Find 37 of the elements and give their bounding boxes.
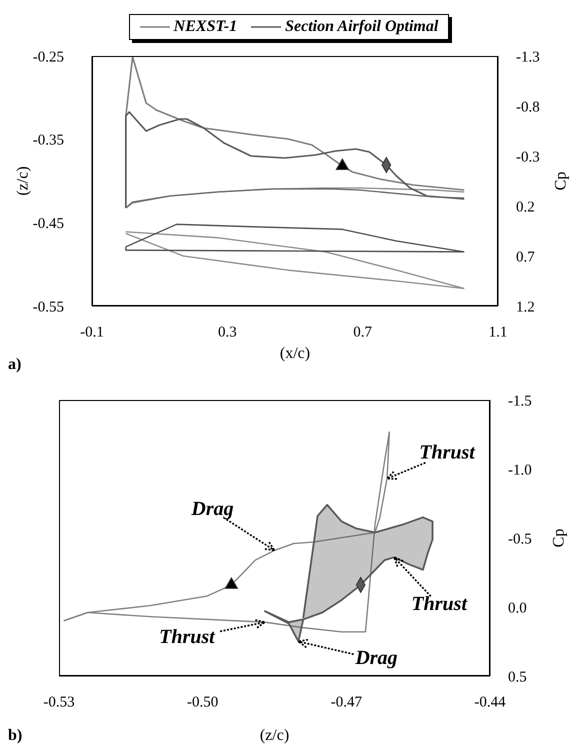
annotation: Drag [354,647,398,670]
y2-tick-label: 0.7 [516,249,536,266]
y-axis-title: Cp [550,528,568,548]
legend-label: Section Airfoil Optimal [285,18,438,36]
x-tick-label: 0.7 [353,324,373,341]
y-axis-title: (z/c) [14,166,32,196]
y2-tick-label: 1.2 [516,299,535,316]
x-axis-title: (x/c) [280,345,310,362]
text: b) [8,727,22,745]
text: a) [8,356,22,374]
annotation: Thrust [419,441,476,464]
x-tick-label: 1.1 [488,324,508,341]
y2-tick-label: -0.8 [516,99,540,116]
y-tick-label: -1.5 [508,393,532,410]
x-axis-title: (z/c) [260,727,290,744]
y-tick-label: -0.55 [32,299,64,316]
x-tick-label: -0.1 [80,324,104,341]
y-tick-label: -0.25 [32,49,64,66]
y2-axis-title: Cp [552,172,570,190]
y2-tick-label: -0.3 [516,149,540,166]
x-tick-label: -0.50 [187,694,218,711]
x-tick-label: -0.53 [43,694,75,711]
y2-tick-label: 0.2 [516,199,535,216]
x-tick-label: -0.47 [330,694,362,711]
x-tick-label: -0.44 [474,694,506,711]
annotation: Drag [190,498,234,520]
legend-label: NEXST-1 [174,18,238,36]
y-tick-label: 0.5 [508,669,527,686]
y-tick-label: 0.0 [508,600,527,616]
y-tick-label: -0.35 [32,132,64,149]
x-tick-label: 0.3 [218,324,237,341]
y-tick-label: -0.5 [508,531,532,548]
annotation: Thrust [411,592,468,615]
annotation: Thrust [159,626,216,648]
y-tick-label: -1.0 [508,462,532,478]
y2-tick-label: -1.3 [516,49,540,66]
y-tick-label: -0.45 [32,216,64,232]
